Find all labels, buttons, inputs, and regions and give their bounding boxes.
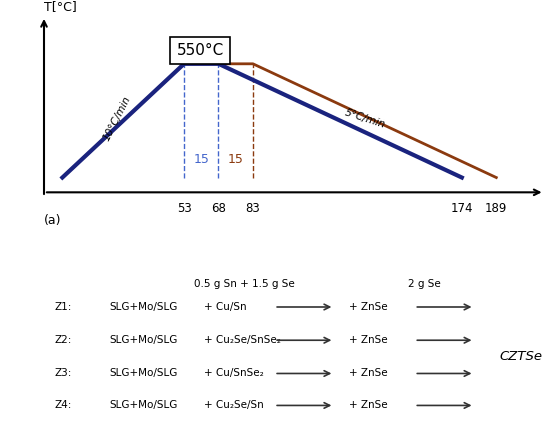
Text: 5°C/min: 5°C/min [344, 107, 387, 130]
Text: + Cu/Sn: + Cu/Sn [204, 302, 247, 312]
Text: 2 g Se: 2 g Se [408, 279, 441, 289]
Text: 15: 15 [194, 153, 209, 166]
Text: + ZnSe: + ZnSe [349, 335, 388, 345]
Text: 10°C/min: 10°C/min [102, 94, 133, 142]
Text: SLG+Mo/SLG: SLG+Mo/SLG [109, 335, 178, 345]
Text: + ZnSe: + ZnSe [349, 400, 388, 410]
Text: (a): (a) [44, 214, 62, 227]
Text: + Cu₂Se/Sn: + Cu₂Se/Sn [204, 400, 264, 410]
Legend: First post-deposition annealing
(0.5 g Sn + 1.5 g Se), Second post-deposition
an: First post-deposition annealing (0.5 g S… [310, 0, 527, 2]
Text: Z1:: Z1: [54, 302, 72, 312]
Text: CZTSe: CZTSe [499, 350, 542, 363]
Text: T[°C]: T[°C] [44, 0, 77, 13]
Text: Z2:: Z2: [54, 335, 72, 345]
Text: + Cu₂Se/SnSe₂: + Cu₂Se/SnSe₂ [204, 335, 281, 345]
Text: + ZnSe: + ZnSe [349, 302, 388, 312]
Text: SLG+Mo/SLG: SLG+Mo/SLG [109, 368, 178, 378]
Text: SLG+Mo/SLG: SLG+Mo/SLG [109, 400, 178, 410]
Text: Z3:: Z3: [54, 368, 72, 378]
Text: + ZnSe: + ZnSe [349, 368, 388, 378]
Text: SLG+Mo/SLG: SLG+Mo/SLG [109, 302, 178, 312]
Text: 15: 15 [228, 153, 244, 166]
Text: + Cu/SnSe₂: + Cu/SnSe₂ [204, 368, 264, 378]
Text: 550°C: 550°C [177, 43, 224, 58]
Text: Z4:: Z4: [54, 400, 72, 410]
Text: 0.5 g Sn + 1.5 g Se: 0.5 g Sn + 1.5 g Se [194, 279, 295, 289]
